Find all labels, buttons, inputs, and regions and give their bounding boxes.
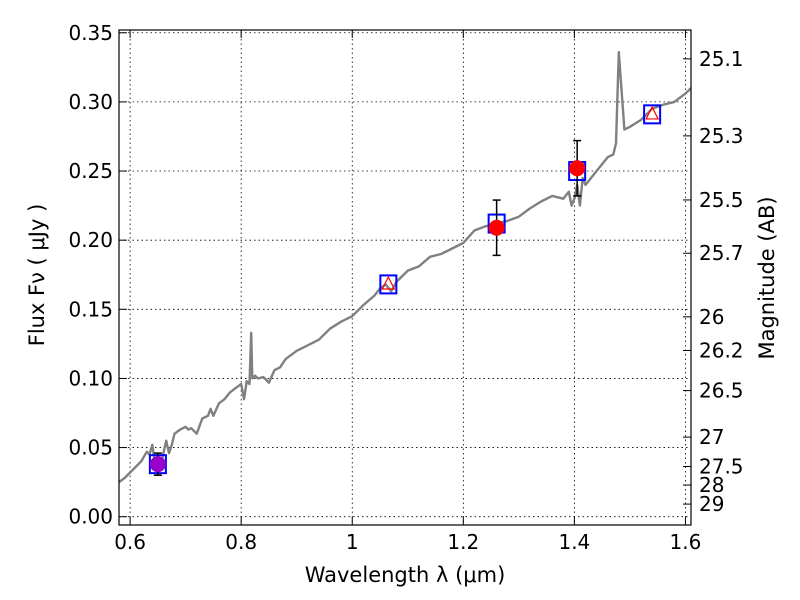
limit-triangle-marker: [645, 105, 660, 120]
y-tick-label: 0.15: [68, 297, 113, 321]
data-point-marker: [488, 219, 505, 236]
mag-tick-label: 25.7: [699, 241, 744, 265]
mag-tick-label: 28: [699, 473, 724, 497]
limit-triangle-marker: [381, 275, 396, 290]
y-axis-label: Flux Fν ( μJy ): [25, 204, 49, 347]
x-tick-label: 0.8: [225, 530, 257, 554]
plot-frame: [118, 29, 692, 526]
spectrum-line: [119, 50, 691, 484]
x-tick-label: 1.6: [670, 530, 702, 554]
markers-layer: [148, 104, 662, 476]
y-tick-label: 0.10: [68, 366, 113, 390]
mag-tick-label: 25.1: [699, 47, 744, 71]
mag-tick-label: 26: [699, 305, 724, 329]
y-tick-label: 0.20: [68, 228, 113, 252]
tick-labels: 0.6 0.8 1 1.2 1.4 1.6 0.00 0.05 0.10 0.15 0.20 0.25…: [68, 21, 743, 554]
y-tick-label: 0.30: [68, 90, 113, 114]
model-square-marker: [379, 274, 398, 295]
mag-tick-label: 25.3: [699, 124, 744, 148]
mag-tick-label: 25.5: [699, 188, 744, 212]
mag-tick-label: 27.5: [699, 455, 744, 479]
spectrum-layer: [119, 50, 691, 484]
grid-lines: [119, 30, 691, 525]
y-axis-right-label: Magnitude (AB): [755, 196, 779, 359]
y-tick-label: 0.25: [68, 159, 113, 183]
data-point-marker: [569, 160, 586, 177]
x-tick-label: 1.4: [558, 530, 590, 554]
x-tick-label: 0.6: [114, 530, 146, 554]
tick-marks: [119, 30, 691, 525]
model-square-marker: [643, 104, 662, 125]
mag-tick-label: 26.5: [699, 379, 744, 403]
y-tick-label: 0.00: [68, 505, 113, 529]
mag-tick-label: 27: [699, 425, 724, 449]
data-point-marker: [149, 456, 166, 473]
mag-tick-label: 26.2: [699, 338, 744, 362]
mag-tick-label: 29: [699, 492, 724, 516]
y-tick-label: 0.05: [68, 436, 113, 460]
x-axis-label: Wavelength λ (μm): [305, 563, 506, 587]
x-tick-label: 1.2: [447, 530, 479, 554]
x-tick-label: 1: [346, 530, 359, 554]
y-tick-label: 0.35: [68, 21, 113, 45]
